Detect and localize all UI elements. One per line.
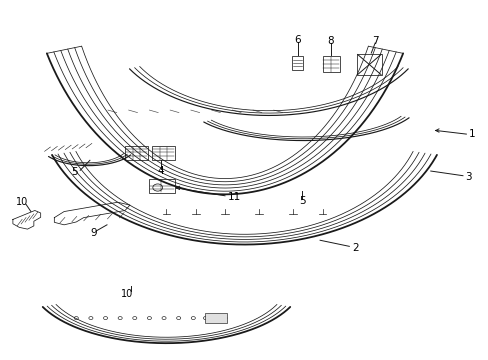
FancyBboxPatch shape (292, 56, 303, 69)
Text: 11: 11 (227, 192, 240, 202)
Text: 3: 3 (464, 172, 470, 182)
FancyBboxPatch shape (125, 146, 148, 160)
FancyBboxPatch shape (152, 146, 175, 160)
FancyBboxPatch shape (322, 56, 339, 72)
Text: 5: 5 (71, 167, 78, 177)
Text: 10: 10 (121, 289, 133, 299)
Text: 6: 6 (294, 35, 300, 45)
FancyBboxPatch shape (356, 54, 381, 75)
Text: 9: 9 (90, 228, 97, 238)
Text: 2: 2 (351, 243, 358, 253)
Text: 1: 1 (468, 129, 474, 139)
FancyBboxPatch shape (205, 314, 227, 323)
Text: 7: 7 (371, 36, 378, 46)
Text: 8: 8 (327, 36, 333, 46)
FancyBboxPatch shape (149, 179, 174, 193)
Text: 4: 4 (157, 166, 163, 176)
Text: 10: 10 (16, 197, 28, 207)
Text: 5: 5 (298, 196, 305, 206)
